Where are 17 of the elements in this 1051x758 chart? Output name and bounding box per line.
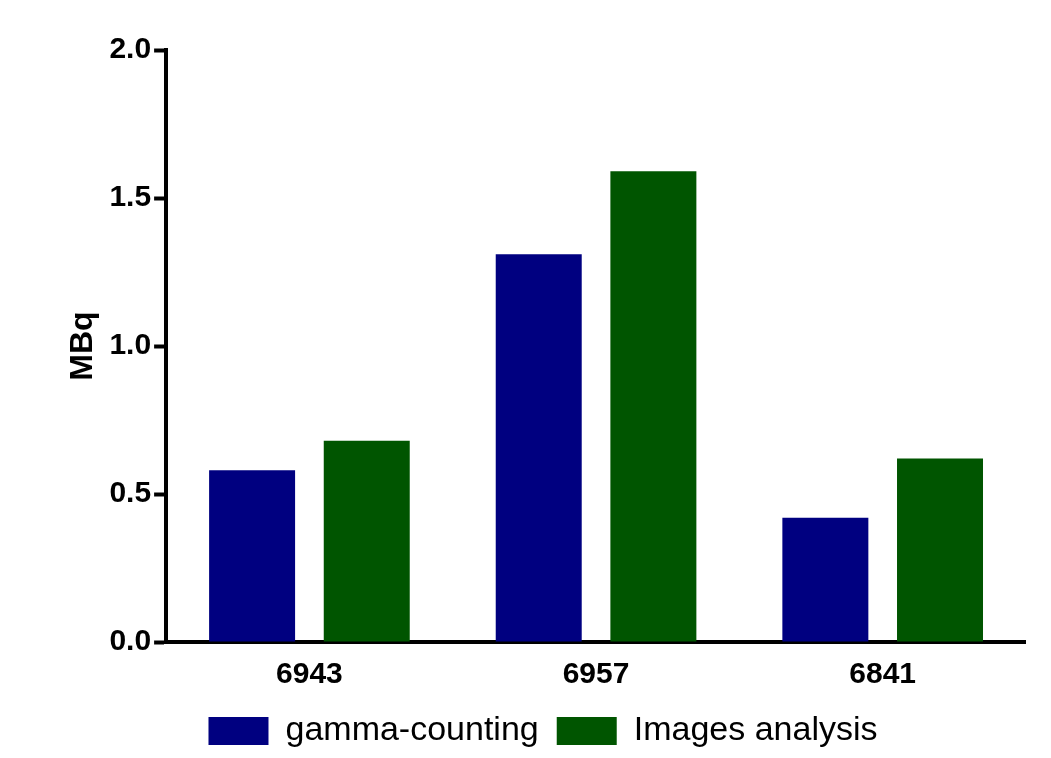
bar [897, 458, 984, 642]
bar [782, 517, 869, 642]
legend-label: gamma-counting [285, 709, 539, 748]
bar [209, 470, 296, 642]
y-tick-label: 1.5 [109, 179, 152, 213]
y-tick-label: 0.0 [109, 623, 152, 657]
x-tick-label: 6957 [562, 656, 630, 690]
bar [610, 171, 697, 642]
legend-label: Images analysis [633, 709, 878, 748]
bar [323, 440, 410, 642]
y-tick-label: 0.5 [109, 475, 152, 509]
x-tick-label: 6943 [276, 656, 343, 690]
y-axis-title: MBq [63, 311, 100, 381]
y-tick-label: 1.0 [109, 327, 152, 361]
bar [495, 254, 582, 642]
x-tick-label: 6841 [849, 656, 917, 690]
y-tick-label: 2.0 [109, 31, 152, 65]
